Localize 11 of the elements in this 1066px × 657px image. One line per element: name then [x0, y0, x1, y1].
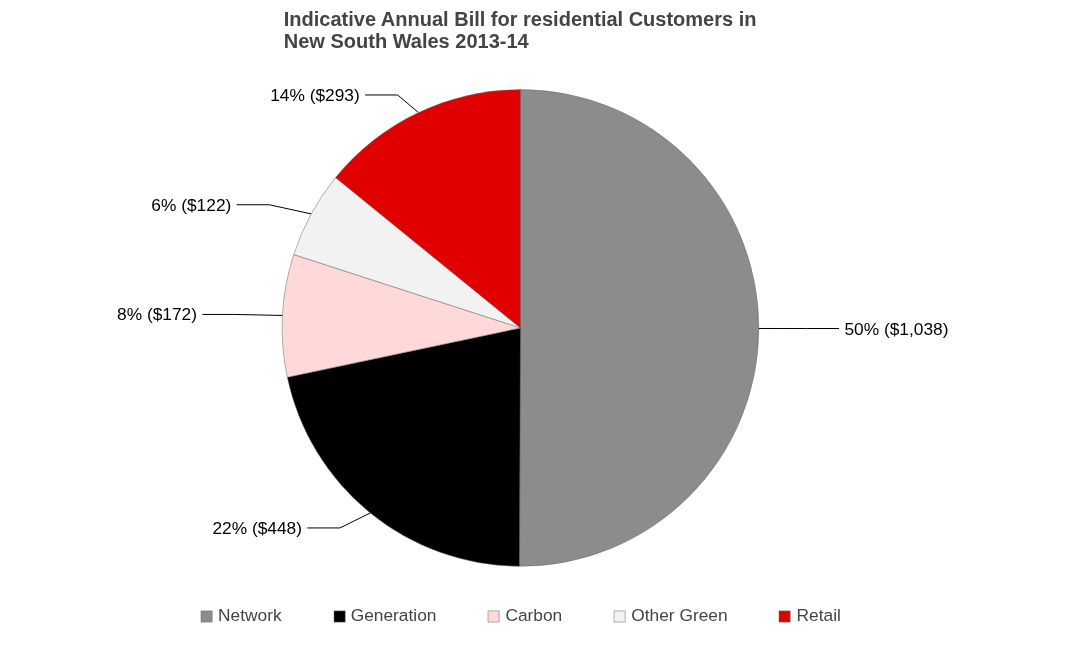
data-label: 50% ($1,038)	[844, 318, 949, 339]
data-label: 8% ($172)	[117, 304, 197, 325]
legend-label: Retail	[796, 605, 841, 626]
legend-label: Other Green	[631, 605, 728, 626]
legend-label: Network	[218, 605, 282, 626]
data-label: 14% ($293)	[270, 84, 360, 105]
chart-title: Indicative Annual Bill for residential Customers in New South Wales 2013-14	[283, 7, 757, 52]
legend-label: Carbon	[505, 605, 563, 626]
data-label: 6% ($122)	[151, 194, 232, 215]
data-label: 22% ($448)	[212, 517, 302, 538]
legend-label: Generation	[350, 605, 437, 626]
